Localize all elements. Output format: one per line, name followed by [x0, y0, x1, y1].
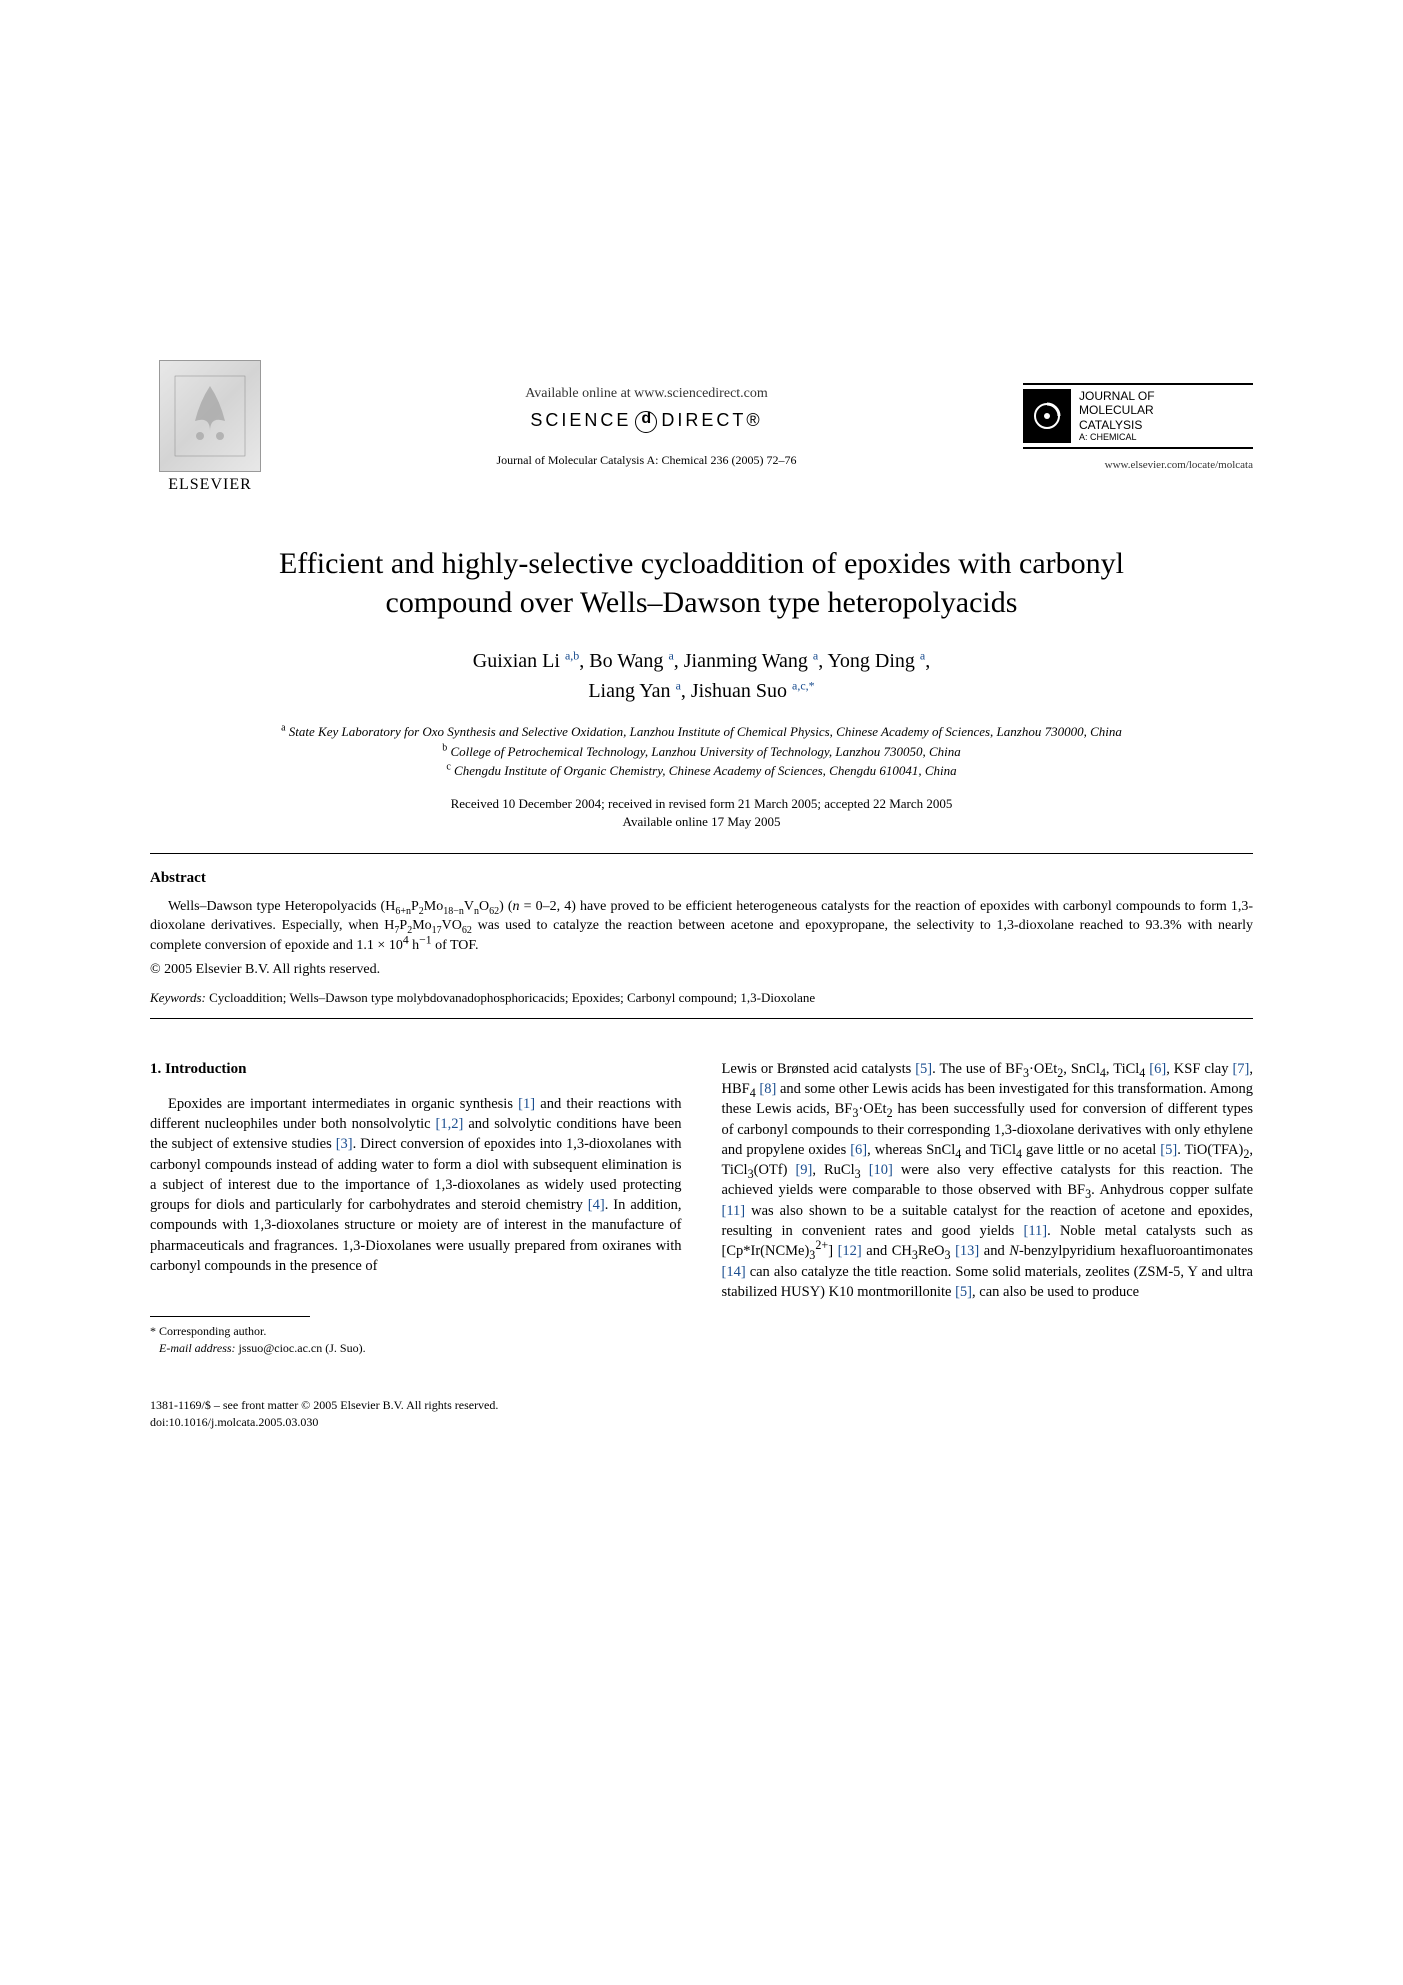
- title-line-2: compound over Wells–Dawson type heteropo…: [386, 586, 1018, 619]
- intro-para-left: Epoxides are important intermediates in …: [150, 1094, 682, 1277]
- authors: Guixian Li a,b, Bo Wang a, Jianming Wang…: [150, 646, 1253, 706]
- elsevier-tree-icon: [159, 360, 261, 472]
- journal-line-2: MOLECULAR: [1079, 403, 1155, 417]
- journal-line-3: CATALYSIS: [1079, 418, 1155, 432]
- journal-logo-box: JOURNAL OF MOLECULAR CATALYSIS A: CHEMIC…: [1023, 383, 1253, 449]
- dates-line-2: Available online 17 May 2005: [150, 813, 1253, 831]
- header-block: ELSEVIER Available online at www.science…: [150, 360, 1253, 494]
- footnote-email-value: jssuo@cioc.ac.cn (J. Suo).: [236, 1341, 366, 1355]
- affiliations: a State Key Laboratory for Oxo Synthesis…: [150, 722, 1253, 781]
- footnote-corresponding: * Corresponding author.: [150, 1323, 682, 1340]
- left-column: 1. Introduction Epoxides are important i…: [150, 1059, 682, 1357]
- affil-c: c Chengdu Institute of Organic Chemistry…: [150, 761, 1253, 781]
- right-column: Lewis or Brønsted acid catalysts [5]. Th…: [722, 1059, 1254, 1357]
- keywords-label: Keywords:: [150, 990, 206, 1005]
- journal-title-lines: JOURNAL OF MOLECULAR CATALYSIS A: CHEMIC…: [1079, 389, 1155, 443]
- title-line-1: Efficient and highly-selective cycloaddi…: [279, 547, 1124, 580]
- abstract-heading: Abstract: [150, 870, 1253, 887]
- front-matter-line: 1381-1169/$ – see front matter © 2005 El…: [150, 1397, 1253, 1414]
- affil-a: a State Key Laboratory for Oxo Synthesis…: [150, 722, 1253, 742]
- journal-icon: [1023, 389, 1071, 443]
- doi-line: doi:10.1016/j.molcata.2005.03.030: [150, 1414, 1253, 1431]
- journal-sub: A: CHEMICAL: [1079, 432, 1155, 443]
- intro-para-right: Lewis or Brønsted acid catalysts [5]. Th…: [722, 1059, 1254, 1303]
- dates: Received 10 December 2004; received in r…: [150, 795, 1253, 831]
- article-title: Efficient and highly-selective cycloaddi…: [150, 544, 1253, 622]
- sd-prefix: SCIENCE: [530, 410, 631, 430]
- sd-suffix: DIRECT®: [661, 410, 762, 430]
- center-header: Available online at www.sciencedirect.co…: [270, 386, 1023, 467]
- journal-reference: Journal of Molecular Catalysis A: Chemic…: [270, 453, 1023, 468]
- footnote-email: E-mail address: jssuo@cioc.ac.cn (J. Suo…: [150, 1340, 682, 1357]
- abstract-text: Wells–Dawson type Heteropolyacids (H6+nP…: [150, 897, 1253, 956]
- footnote-email-label: E-mail address:: [159, 1341, 236, 1355]
- available-online-text: Available online at www.sciencedirect.co…: [270, 386, 1023, 402]
- sciencedirect-logo: SCIENCE DIRECT®: [270, 410, 1023, 432]
- sd-circle-icon: [635, 411, 657, 433]
- bottom-matter: 1381-1169/$ – see front matter © 2005 El…: [150, 1397, 1253, 1431]
- affil-b: b College of Petrochemical Technology, L…: [150, 742, 1253, 762]
- two-column-body: 1. Introduction Epoxides are important i…: [150, 1059, 1253, 1357]
- journal-line-1: JOURNAL OF: [1079, 389, 1155, 403]
- footnote-rule: [150, 1316, 310, 1317]
- elsevier-label: ELSEVIER: [168, 476, 252, 494]
- copyright: © 2005 Elsevier B.V. All rights reserved…: [150, 962, 1253, 978]
- rule-below-keywords: [150, 1018, 1253, 1019]
- keywords-text: Cycloaddition; Wells–Dawson type molybdo…: [206, 990, 815, 1005]
- journal-box: JOURNAL OF MOLECULAR CATALYSIS A: CHEMIC…: [1023, 383, 1253, 471]
- keywords: Keywords: Cycloaddition; Wells–Dawson ty…: [150, 990, 1253, 1006]
- rule-above-abstract: [150, 853, 1253, 854]
- journal-url: www.elsevier.com/locate/molcata: [1023, 459, 1253, 471]
- intro-heading: 1. Introduction: [150, 1059, 682, 1080]
- dates-line-1: Received 10 December 2004; received in r…: [150, 795, 1253, 813]
- elsevier-logo-block: ELSEVIER: [150, 360, 270, 494]
